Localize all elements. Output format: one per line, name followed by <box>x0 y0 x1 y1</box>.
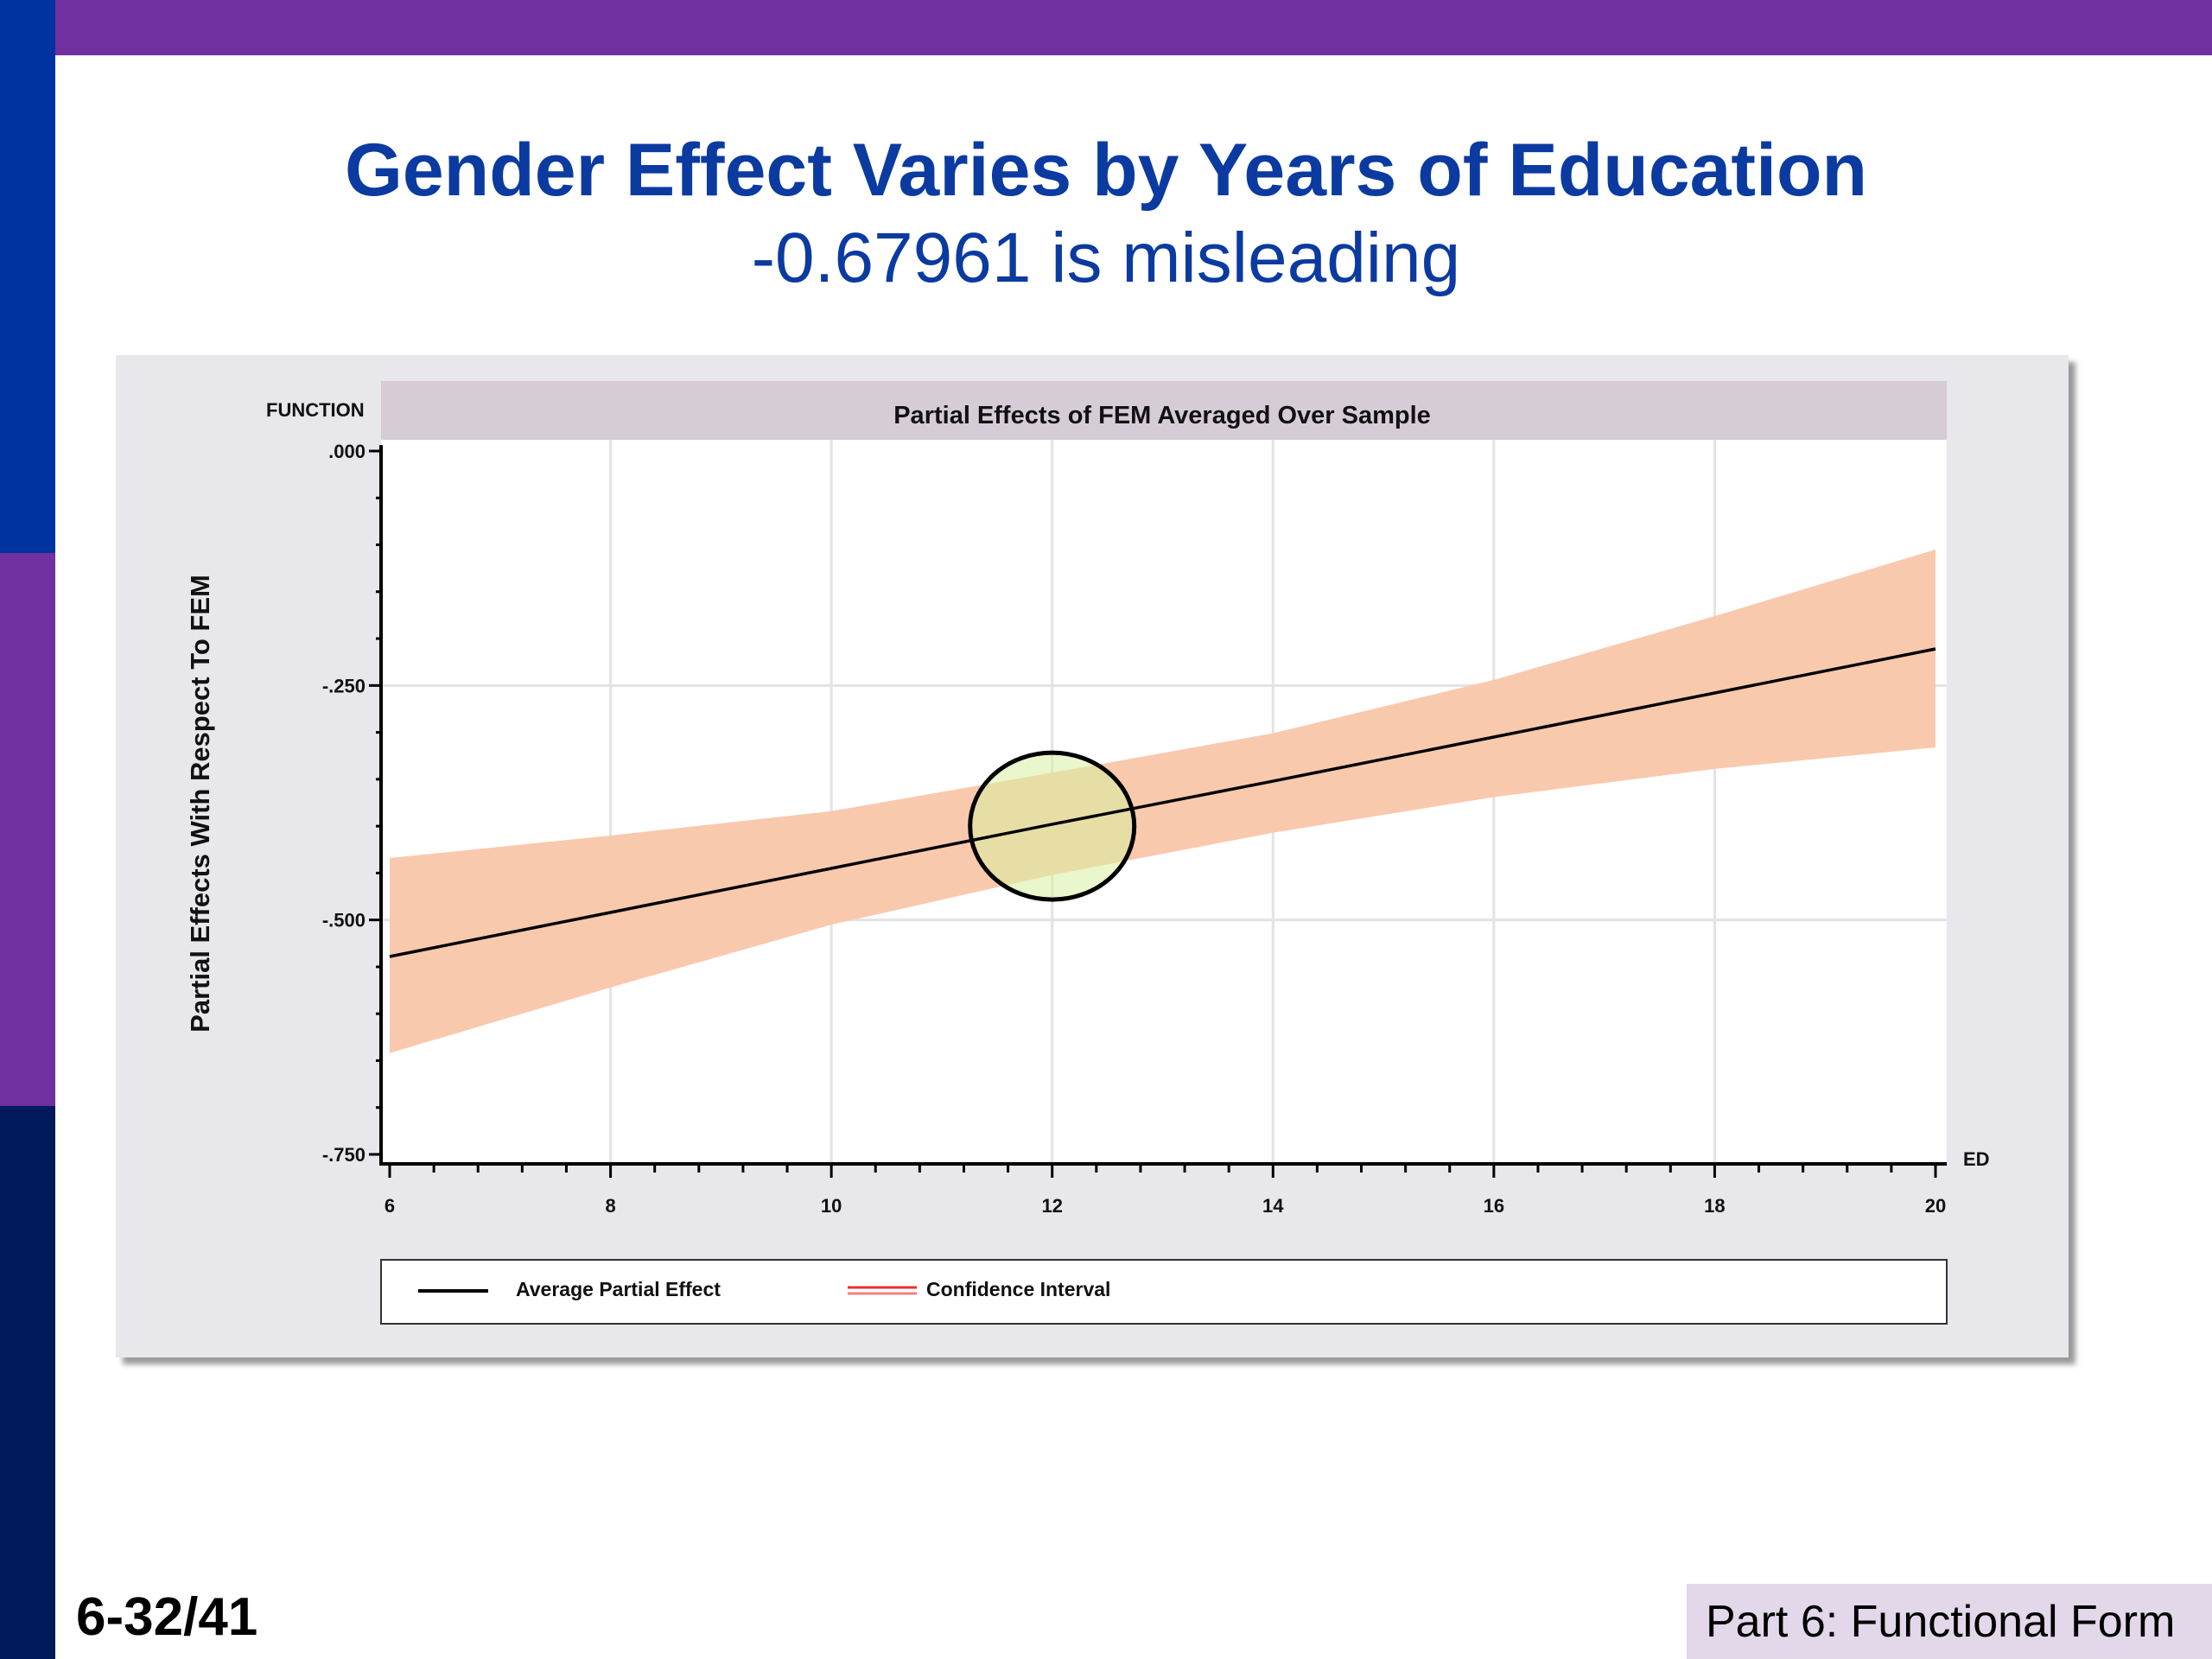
highlight-circle <box>968 750 1137 902</box>
x-tick-label: 20 <box>1925 1195 1946 1217</box>
x-tick-label: 16 <box>1484 1195 1504 1217</box>
chart-title: Partial Effects of FEM Averaged Over Sam… <box>893 402 1431 429</box>
x-tick-label: 8 <box>605 1195 615 1217</box>
y-tick-label: -.750 <box>322 1144 365 1166</box>
legend-label-average-partial-effect: Average Partial Effect <box>516 1278 721 1300</box>
legend: Average Partial Effect Confidence Interv… <box>380 1259 1948 1325</box>
y-tick-label: -.500 <box>322 910 365 931</box>
y-tick-label: -.250 <box>322 675 365 696</box>
left-strip-middle <box>0 553 55 1106</box>
section-footer: Part 6: Functional Form <box>1687 1584 2212 1659</box>
chart-title-bar <box>381 381 1947 440</box>
section-label: Part 6: Functional Form <box>1706 1597 2176 1647</box>
legend-label-confidence-interval: Confidence Interval <box>926 1278 1110 1300</box>
axes: 6 8 10 12 14 16 18 20 .000 -.250 -.500 -.750 <box>322 441 1947 1217</box>
slide-title: Gender Effect Varies by Years of Educati… <box>344 129 1868 212</box>
y-axis-label: Partial Effects With Respect To FEM <box>185 575 215 1033</box>
left-strip-bottom <box>0 1106 55 1659</box>
x-tick-label: 18 <box>1704 1195 1725 1217</box>
x-tick-label: 6 <box>385 1195 395 1217</box>
average-partial-effect-line <box>389 647 1936 958</box>
top-bar <box>55 0 2212 55</box>
x-axis-label: ED <box>1963 1148 1990 1170</box>
x-tick-label: 12 <box>1041 1195 1062 1217</box>
left-strip-top <box>0 0 55 553</box>
y-tick-label: .000 <box>328 441 365 462</box>
corner-label: FUNCTION <box>266 399 365 421</box>
slide-number: 6-32/41 <box>76 1587 258 1647</box>
x-tick-label: 14 <box>1262 1195 1284 1217</box>
slide-subtitle: -0.67961 is misleading <box>751 219 1461 297</box>
x-tick-label: 10 <box>821 1195 842 1217</box>
